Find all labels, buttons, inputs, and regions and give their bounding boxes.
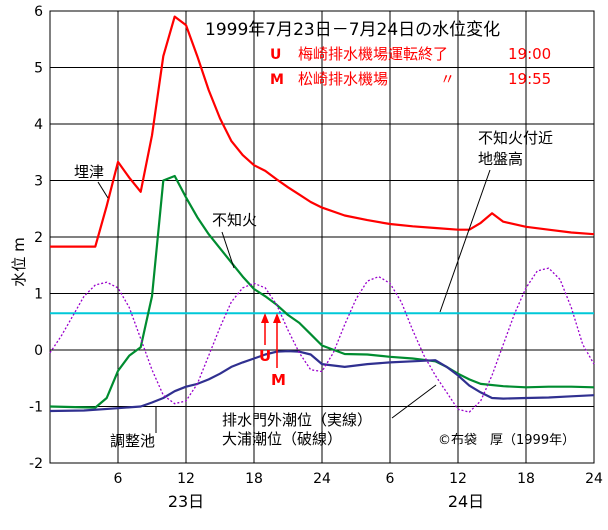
day-label-23: 23日 [168, 492, 204, 511]
label-oura-tide: 大浦潮位（破線） [222, 430, 342, 448]
label-ground-1: 不知火付近 [478, 129, 553, 147]
label-ground-2: 地盤高 [478, 150, 523, 168]
series-line-0 [50, 15, 595, 248]
note-m-text: 松崎排水機場 [298, 70, 388, 88]
note-u-label: U [270, 47, 281, 63]
label-chouseichi: 調整池 [110, 432, 155, 450]
grid-lines [50, 11, 594, 463]
series-line-3 [49, 267, 595, 413]
y-tick-label: 2 [34, 230, 43, 246]
note-m-time: 19:55 [508, 70, 551, 88]
leader-tide [391, 384, 437, 419]
y-tick-label: 5 [34, 61, 43, 77]
arrow-u-head [261, 313, 269, 323]
note-u-text: 梅崎排水機場運転終了 [298, 45, 448, 63]
x-tick-label: 18 [517, 471, 535, 487]
series-line-1 [49, 174, 595, 409]
y-tick-label: 3 [34, 174, 43, 190]
y-tick-label: -1 [29, 400, 43, 416]
label-shiranui: 不知火 [212, 211, 257, 229]
label-gate-tide: 排水門外潮位（実線） [222, 411, 372, 429]
label-copyright: ©布袋 厚（1999年） [438, 433, 575, 448]
label-umetsu: 埋津 [74, 163, 104, 181]
x-tick-label: 6 [114, 471, 123, 487]
y-tick-label: -2 [29, 456, 43, 472]
series-lines [49, 15, 595, 413]
day-label-24: 24日 [448, 492, 484, 511]
chart-title: 1999年7月23日－7月24日の水位変化 [205, 20, 500, 40]
leader-ground [439, 169, 491, 313]
arrow-u-label: U [259, 347, 271, 365]
x-tick-label: 18 [245, 471, 263, 487]
note-m-label: M [270, 72, 284, 88]
leader-umetsu [97, 181, 109, 199]
x-tick-label: 24 [313, 471, 331, 487]
y-tick-label: 6 [34, 4, 43, 20]
y-tick-label: 1 [34, 287, 43, 303]
x-tick-label: 12 [449, 471, 467, 487]
note-m-ditto: 〃 [440, 70, 455, 88]
leader-shiranui [221, 231, 235, 269]
y-axis-label: 水位 m [10, 237, 28, 286]
arrow-m-label: M [271, 371, 286, 389]
y-tick-label: 4 [34, 117, 43, 133]
y-tick-label: 0 [34, 343, 43, 359]
x-tick-label: 24 [585, 471, 603, 487]
arrow-m-head [273, 313, 281, 323]
note-u-time: 19:00 [508, 45, 551, 63]
x-tick-label: 12 [177, 471, 195, 487]
x-tick-label: 6 [386, 471, 395, 487]
